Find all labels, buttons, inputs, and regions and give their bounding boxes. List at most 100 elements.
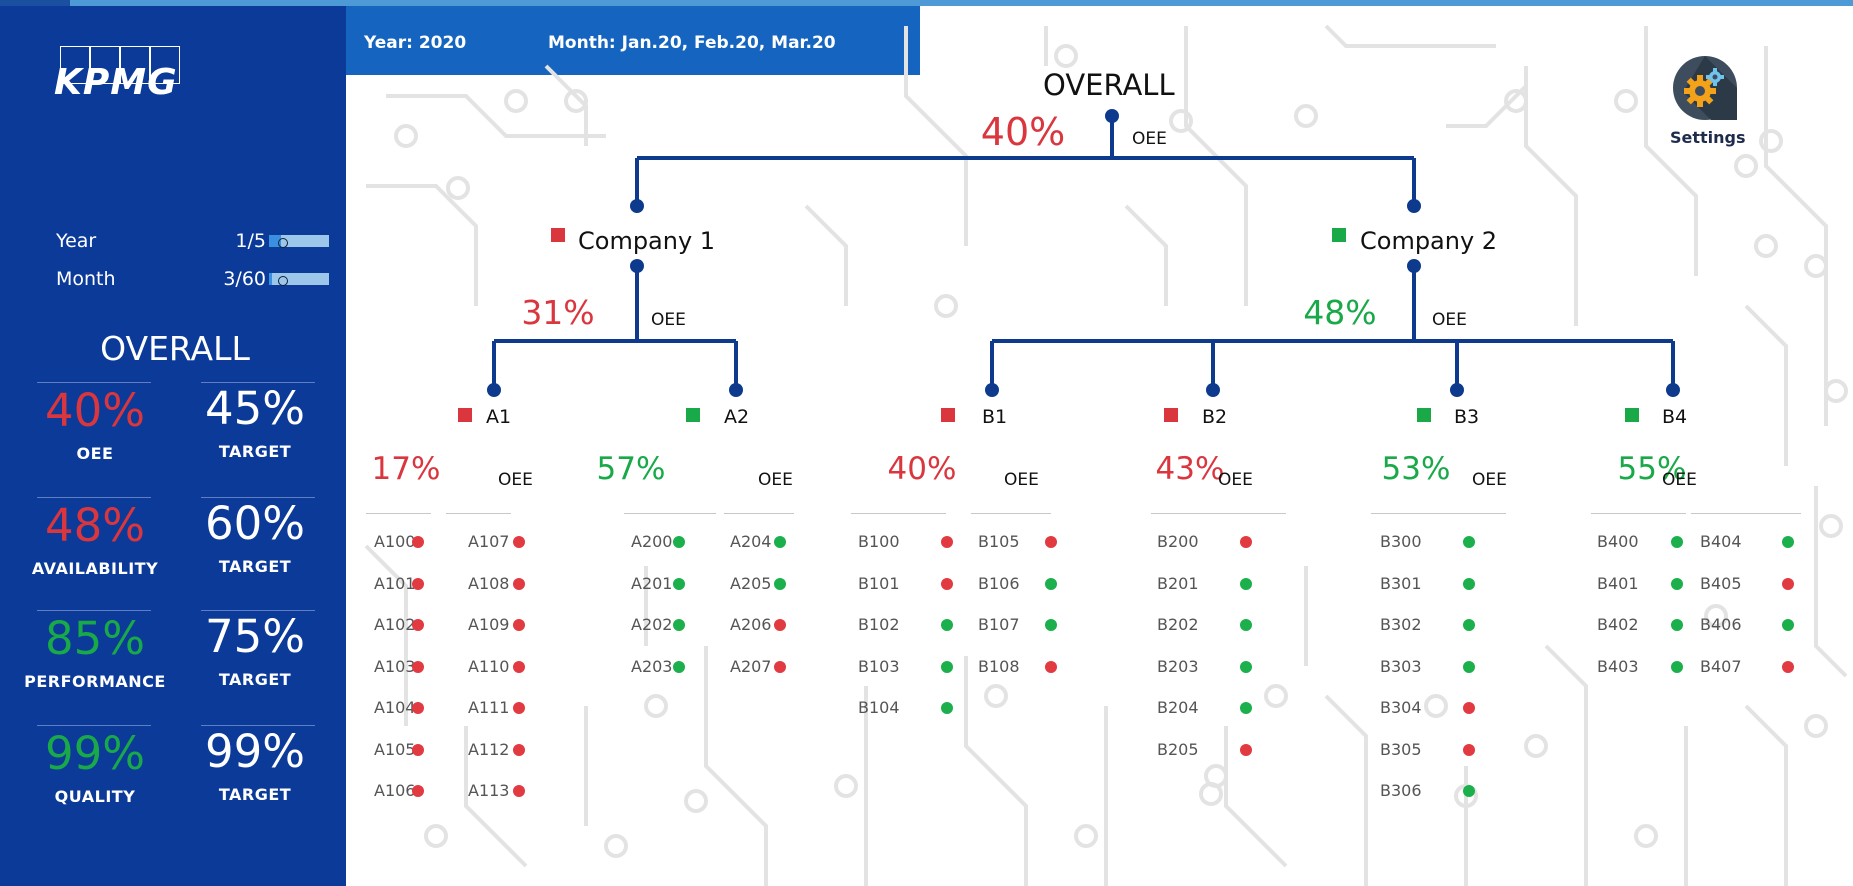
tree-node-dot: [1105, 109, 1119, 123]
machine-item[interactable]: B204: [1157, 698, 1199, 717]
circuit-trace: [1324, 694, 1368, 886]
machine-status-dot: [513, 743, 525, 756]
machine-item[interactable]: A206: [730, 615, 772, 634]
kpi-target-label: TARGET: [218, 785, 292, 804]
circuit-trace: [1814, 486, 1848, 678]
machine-item[interactable]: A113: [468, 781, 510, 800]
machine-item[interactable]: B407: [1700, 656, 1742, 676]
machine-item[interactable]: B106: [978, 573, 1020, 593]
overall-oee-value: 40%: [976, 109, 1070, 155]
machine-item[interactable]: A104: [374, 698, 416, 717]
circuit-pad: [1054, 44, 1078, 68]
month-label: Month: [56, 268, 116, 290]
machine-item[interactable]: B100: [858, 532, 900, 551]
machine-status-dot: [412, 577, 424, 590]
machine-item[interactable]: B405: [1700, 573, 1742, 593]
plant-b1-oee-value: 40%: [868, 446, 976, 492]
machine-item[interactable]: A107: [468, 532, 510, 551]
machine-item[interactable]: B302: [1380, 615, 1422, 634]
machine-item[interactable]: B406: [1700, 615, 1742, 634]
circuit-pad: [1754, 234, 1778, 258]
circuit-pad: [1524, 734, 1548, 758]
month-slider-handle[interactable]: [278, 276, 288, 286]
settings-button[interactable]: Settings: [1670, 56, 1746, 147]
machine-item[interactable]: A103: [374, 656, 416, 676]
kpi-divider: [37, 725, 151, 726]
plant-b2-name[interactable]: B2: [1202, 406, 1228, 428]
circuit-pad: [604, 834, 628, 858]
machine-item[interactable]: A102: [374, 615, 416, 634]
tree-node-dot: [1666, 383, 1680, 397]
machine-item[interactable]: B300: [1380, 532, 1422, 551]
machine-item[interactable]: A201: [631, 573, 673, 593]
machine-item[interactable]: B108: [978, 656, 1020, 676]
machine-item[interactable]: B107: [978, 615, 1020, 634]
machine-status-dot: [1463, 743, 1475, 756]
machine-item[interactable]: A110: [468, 656, 510, 676]
kpi-oee: 40% OEE: [15, 386, 175, 464]
machine-status-dot: [673, 536, 685, 548]
machine-item[interactable]: A111: [468, 698, 510, 717]
machine-item[interactable]: B202: [1157, 615, 1199, 634]
kpi-divider: [37, 497, 151, 498]
machine-status-dot: [1671, 660, 1683, 673]
machine-item[interactable]: B103: [858, 656, 900, 676]
machine-item[interactable]: B304: [1380, 698, 1422, 717]
machine-item[interactable]: B200: [1157, 532, 1199, 551]
machine-item[interactable]: B303: [1380, 656, 1422, 676]
circuit-pad: [1424, 694, 1448, 718]
tree-node-dot: [1206, 383, 1220, 397]
machine-item[interactable]: B402: [1597, 615, 1639, 634]
circuit-pad: [1824, 379, 1848, 403]
machine-item[interactable]: A203: [631, 656, 673, 676]
machine-item[interactable]: B306: [1380, 781, 1422, 800]
machine-item[interactable]: A112: [468, 739, 510, 759]
gear-icon[interactable]: [1673, 56, 1737, 120]
year-slider-handle[interactable]: [278, 238, 288, 248]
machine-item[interactable]: B400: [1597, 532, 1639, 551]
machine-item[interactable]: A106: [374, 781, 416, 800]
company-1-oee-label: OEE: [651, 310, 686, 330]
machine-status-dot: [1240, 577, 1252, 590]
plant-b2-status-square: [1164, 408, 1178, 422]
machine-item[interactable]: B403: [1597, 656, 1639, 676]
company-2-name[interactable]: Company 2: [1360, 227, 1498, 255]
machine-item[interactable]: B305: [1380, 739, 1422, 759]
machine-item[interactable]: B203: [1157, 656, 1199, 676]
machine-status-dot: [412, 536, 424, 548]
plant-b4-name[interactable]: B4: [1662, 406, 1688, 428]
plant-b1-name[interactable]: B1: [982, 406, 1008, 428]
plant-a2-name[interactable]: A2: [724, 406, 750, 428]
machine-item[interactable]: B404: [1700, 532, 1742, 551]
machine-list-divider: [446, 513, 511, 514]
plant-b3-name[interactable]: B3: [1454, 406, 1480, 428]
machine-item[interactable]: B201: [1157, 573, 1199, 593]
machine-item[interactable]: A105: [374, 739, 416, 759]
machine-status-dot: [1671, 536, 1683, 548]
machine-item[interactable]: B102: [858, 615, 900, 634]
machine-status-dot: [774, 619, 786, 631]
machine-item[interactable]: A204: [730, 532, 772, 551]
company-1-name[interactable]: Company 1: [578, 227, 716, 255]
machine-item[interactable]: B101: [858, 573, 900, 593]
machine-item[interactable]: A109: [468, 615, 510, 634]
machine-item[interactable]: A202: [631, 615, 673, 634]
machine-item[interactable]: B105: [978, 532, 1020, 551]
machine-item[interactable]: B301: [1380, 573, 1422, 593]
kpi-label: PERFORMANCE: [24, 672, 166, 691]
machine-item[interactable]: A207: [730, 656, 772, 676]
machine-item[interactable]: A200: [631, 532, 673, 551]
machine-status-dot: [513, 577, 525, 590]
machine-item[interactable]: A100: [374, 532, 416, 551]
machine-list-divider: [971, 513, 1051, 514]
company-2-oee-value: 48%: [1290, 289, 1390, 337]
machine-item[interactable]: B205: [1157, 739, 1199, 759]
plant-a1-name[interactable]: A1: [486, 406, 512, 428]
machine-item[interactable]: B104: [858, 698, 900, 717]
machine-item[interactable]: B401: [1597, 573, 1639, 593]
machine-item[interactable]: A108: [468, 573, 510, 593]
machine-item[interactable]: A205: [730, 573, 772, 593]
machine-item[interactable]: A101: [374, 573, 416, 593]
circuit-pad: [934, 294, 958, 318]
machine-status-dot: [1782, 619, 1794, 631]
